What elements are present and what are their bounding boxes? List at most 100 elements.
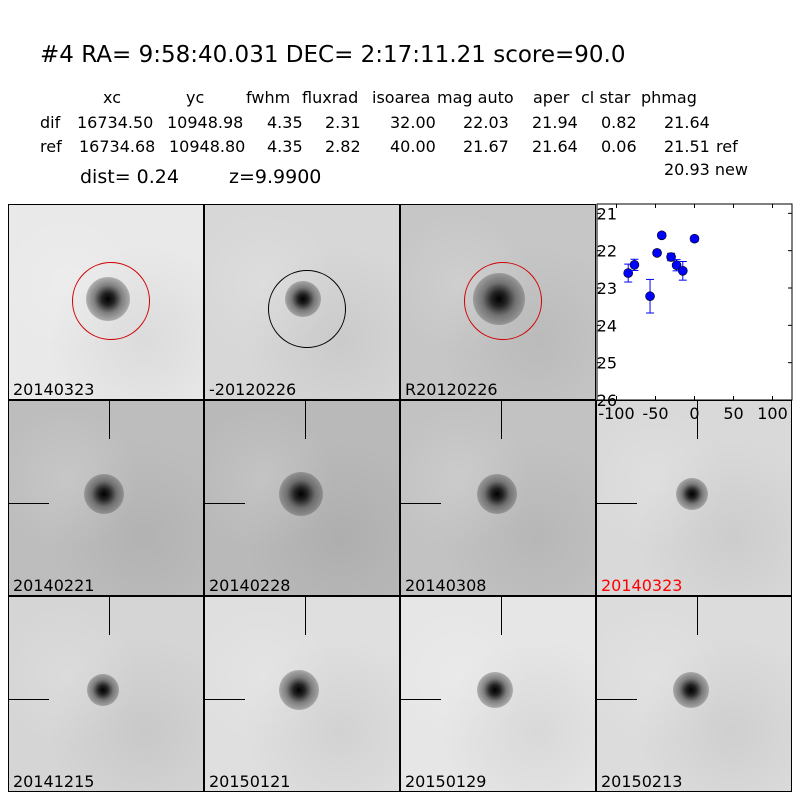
crosshair-tick xyxy=(501,401,502,439)
stamp-date-label: 20150121 xyxy=(209,772,291,791)
table-cell: 16734.50 xyxy=(77,113,154,132)
x-tick-label: 0 xyxy=(689,404,699,423)
stamp-date-label: -20120226 xyxy=(209,380,297,399)
row-suffix: ref xyxy=(716,137,738,156)
table-cell: 10948.80 xyxy=(169,137,246,156)
crosshair-tick xyxy=(597,503,637,504)
page-title: #4 RA= 9:58:40.031 DEC= 2:17:11.21 score… xyxy=(40,42,626,68)
x-tick-label: -100 xyxy=(598,404,634,423)
table-cell: 2.31 xyxy=(325,113,361,132)
y-tick-label: 22 xyxy=(597,242,617,261)
table-cell: 32.00 xyxy=(390,113,436,132)
stamp-date-label: 20140323 xyxy=(601,576,683,595)
image-stamp: 20141215 xyxy=(8,596,204,792)
crosshair-tick xyxy=(9,699,49,700)
data-point xyxy=(656,230,667,241)
col-header: phmag xyxy=(641,88,697,107)
crosshair-tick xyxy=(401,503,441,504)
plot-area xyxy=(596,203,793,401)
source-blob xyxy=(279,472,323,516)
crosshair-tick xyxy=(305,597,306,635)
source-blob xyxy=(673,672,709,708)
image-stamp: 20140228 xyxy=(204,400,400,596)
data-point xyxy=(671,260,682,271)
y-tick-label: 24 xyxy=(597,316,617,335)
row-label: dif xyxy=(40,113,61,132)
source-blob xyxy=(477,672,513,708)
magnitude-lightcurve-chart: -100 -50 0 50 100 21 22 23 24 25 26 xyxy=(596,203,793,423)
crosshair-tick xyxy=(597,699,637,700)
crosshair-tick xyxy=(9,503,49,504)
crosshair-tick xyxy=(401,699,441,700)
aperture-circle xyxy=(268,270,346,348)
image-stamp: 20140323 xyxy=(8,204,204,400)
col-header: cl star xyxy=(581,88,631,107)
aperture-circle xyxy=(464,262,542,340)
table-cell: 0.06 xyxy=(601,137,637,156)
col-header: isoarea xyxy=(372,88,431,107)
image-stamp: 20150213 xyxy=(596,596,792,792)
table-cell: 0.82 xyxy=(601,113,637,132)
col-header: aper xyxy=(533,88,570,107)
source-blob xyxy=(676,478,708,510)
y-tick-label: 23 xyxy=(597,279,617,298)
stamp-date-label: 20150129 xyxy=(405,772,487,791)
table-cell: 21.64 xyxy=(664,113,710,132)
z-value: z=9.9900 xyxy=(229,166,322,188)
table-cell: 4.35 xyxy=(267,137,303,156)
data-point xyxy=(678,266,688,276)
table-cell: 40.00 xyxy=(390,137,436,156)
stamp-date-label: 20150213 xyxy=(601,772,683,791)
table-cell: 22.03 xyxy=(463,113,509,132)
image-stamp: -20120226 xyxy=(204,204,400,400)
image-stamp: R20120226 xyxy=(400,204,596,400)
y-tick-label: 25 xyxy=(597,354,617,373)
table-cell: 10948.98 xyxy=(167,113,244,132)
image-stamp: 20150121 xyxy=(204,596,400,792)
stamp-date-label: R20120226 xyxy=(405,380,498,399)
col-header: fluxrad xyxy=(302,88,359,107)
table-cell: 4.35 xyxy=(267,113,303,132)
stamp-date-label: 20140308 xyxy=(405,576,487,595)
crosshair-tick xyxy=(501,597,502,635)
data-point xyxy=(652,248,662,258)
data-point xyxy=(623,268,634,278)
new-phmag: 20.93 new xyxy=(664,160,748,179)
crosshair-tick xyxy=(697,401,698,439)
table-cell: 2.82 xyxy=(325,137,361,156)
x-tick-label: 50 xyxy=(723,404,743,423)
aperture-circle xyxy=(72,262,150,340)
x-tick-label: 100 xyxy=(757,404,788,423)
data-point xyxy=(666,252,676,262)
stamp-date-label: 20140228 xyxy=(209,576,291,595)
image-stamp: 20140323 xyxy=(596,400,792,596)
source-blob xyxy=(84,474,124,514)
source-blob xyxy=(87,674,119,706)
data-point xyxy=(629,260,640,270)
col-header: yc xyxy=(186,88,205,107)
data-point xyxy=(645,291,655,302)
row-label: ref xyxy=(40,137,62,156)
source-blob xyxy=(477,474,517,514)
col-header: mag auto xyxy=(437,88,514,107)
data-point xyxy=(689,233,700,244)
table-cell: 21.67 xyxy=(463,137,509,156)
crosshair-tick xyxy=(109,597,110,635)
image-stamp: 20150129 xyxy=(400,596,596,792)
y-tick-label: 21 xyxy=(597,204,617,223)
crosshair-tick xyxy=(305,401,306,439)
stamp-date-label: 20141215 xyxy=(13,772,95,791)
source-blob xyxy=(279,670,319,710)
dist-value: dist= 0.24 xyxy=(80,166,179,188)
crosshair-tick xyxy=(205,699,245,700)
y-tick-label: 26 xyxy=(597,391,617,410)
stamp-date-label: 20140221 xyxy=(13,576,95,595)
stamp-date-label: 20140323 xyxy=(13,380,95,399)
table-cell: 16734.68 xyxy=(79,137,156,156)
image-stamp: 20140221 xyxy=(8,400,204,596)
table-cell: 21.51 xyxy=(664,137,710,156)
crosshair-tick xyxy=(109,401,110,439)
col-header: fwhm xyxy=(246,88,291,107)
table-cell: 21.64 xyxy=(532,137,578,156)
crosshair-tick xyxy=(697,597,698,635)
